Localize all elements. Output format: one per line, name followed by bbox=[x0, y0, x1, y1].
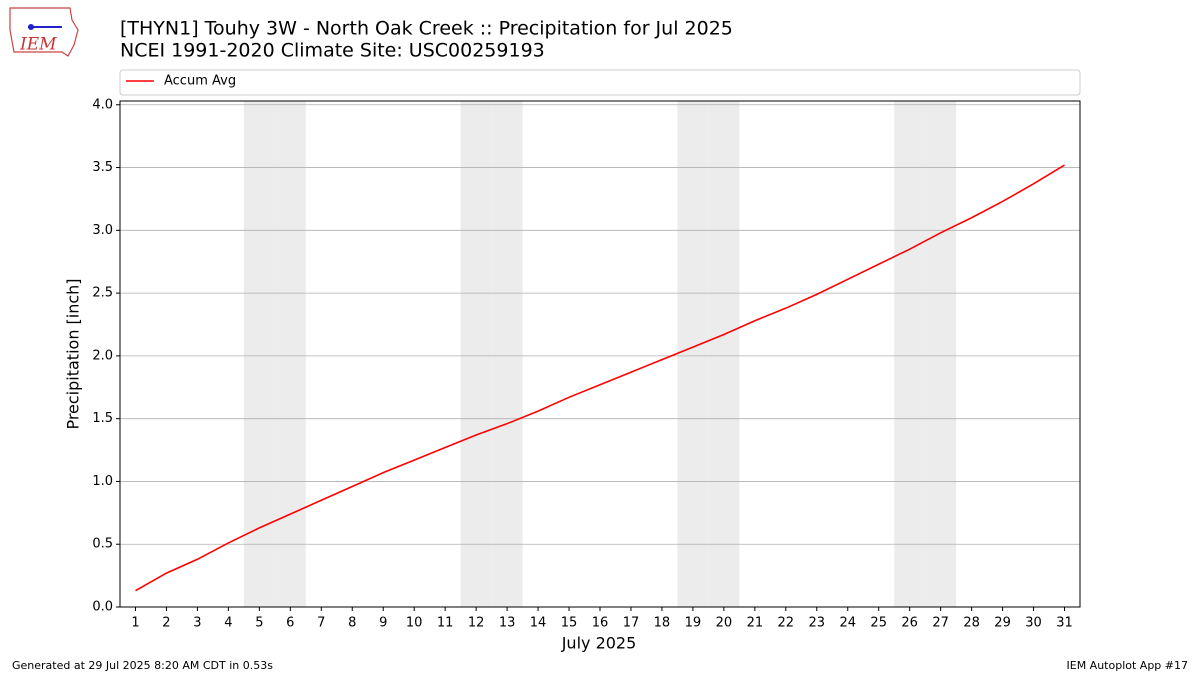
x-tick-label: 10 bbox=[406, 616, 423, 631]
plot-frame bbox=[119, 100, 1081, 608]
x-tick-label: 22 bbox=[778, 616, 795, 631]
x-tick-label: 17 bbox=[623, 616, 640, 631]
weekend-shade bbox=[491, 101, 523, 607]
x-tick-label: 24 bbox=[839, 616, 856, 631]
x-tick-label: 31 bbox=[1056, 616, 1073, 631]
series-line bbox=[135, 164, 1065, 592]
x-tick-label: 9 bbox=[379, 616, 387, 631]
logo-outline bbox=[9, 7, 79, 57]
x-tick-label: 21 bbox=[747, 616, 764, 631]
x-tick-label: 8 bbox=[348, 616, 356, 631]
x-tick-label: 13 bbox=[499, 616, 516, 631]
footer-right: IEM Autoplot App #17 bbox=[1067, 659, 1189, 672]
y-tick-label: 3.5 bbox=[92, 160, 113, 175]
y-tick-label: 1.5 bbox=[92, 411, 113, 426]
logo: IEM bbox=[9, 7, 79, 57]
logo-dot bbox=[28, 24, 34, 30]
weekend-shade bbox=[894, 101, 926, 607]
x-tick-label: 23 bbox=[809, 616, 826, 631]
legend-label: Accum Avg bbox=[164, 74, 236, 89]
x-tick-label: 20 bbox=[716, 616, 733, 631]
weekend-shade bbox=[460, 101, 492, 607]
x-tick-label: 19 bbox=[685, 616, 702, 631]
chart-subtitle: NCEI 1991-2020 Climate Site: USC00259193 bbox=[120, 40, 545, 62]
x-tick-label: 5 bbox=[255, 616, 263, 631]
y-tick-label: 4.0 bbox=[92, 97, 113, 112]
x-tick-label: 2 bbox=[162, 616, 170, 631]
x-tick-label: 27 bbox=[932, 616, 949, 631]
y-tick-label: 0.5 bbox=[92, 537, 113, 552]
x-tick-label: 7 bbox=[317, 616, 325, 631]
chart-title: [THYN1] Touhy 3W - North Oak Creek :: Pr… bbox=[120, 18, 733, 40]
x-tick-label: 3 bbox=[193, 616, 201, 631]
x-tick-label: 11 bbox=[437, 616, 454, 631]
x-tick-label: 16 bbox=[592, 616, 609, 631]
x-tick-label: 25 bbox=[870, 616, 887, 631]
x-axis-label: July 2025 bbox=[561, 634, 637, 653]
x-tick-label: 4 bbox=[224, 616, 232, 631]
x-tick-label: 28 bbox=[963, 616, 980, 631]
weekend-shade bbox=[677, 101, 709, 607]
x-tick-label: 18 bbox=[654, 616, 671, 631]
x-tick-label: 6 bbox=[286, 616, 294, 631]
weekend-shade bbox=[274, 101, 306, 607]
x-tick-label: 1 bbox=[131, 616, 139, 631]
y-tick-label: 3.0 bbox=[92, 223, 113, 238]
x-tick-label: 30 bbox=[1025, 616, 1042, 631]
x-tick-label: 26 bbox=[901, 616, 918, 631]
footer-left: Generated at 29 Jul 2025 8:20 AM CDT in … bbox=[12, 659, 273, 672]
logo-text: IEM bbox=[19, 35, 57, 55]
y-tick-label: 0.0 bbox=[92, 600, 113, 615]
x-tick-label: 14 bbox=[530, 616, 547, 631]
y-tick-label: 2.5 bbox=[92, 286, 113, 301]
y-tick-label: 2.0 bbox=[92, 348, 113, 363]
weekend-shade bbox=[708, 101, 740, 607]
y-tick-label: 1.0 bbox=[92, 474, 113, 489]
weekend-shade bbox=[243, 101, 275, 607]
x-tick-label: 29 bbox=[994, 616, 1011, 631]
weekend-shade bbox=[925, 101, 957, 607]
x-tick-label: 12 bbox=[468, 616, 485, 631]
y-axis-label: Precipitation [inch] bbox=[64, 278, 83, 429]
legend-box bbox=[119, 69, 1081, 96]
x-tick-label: 15 bbox=[561, 616, 578, 631]
